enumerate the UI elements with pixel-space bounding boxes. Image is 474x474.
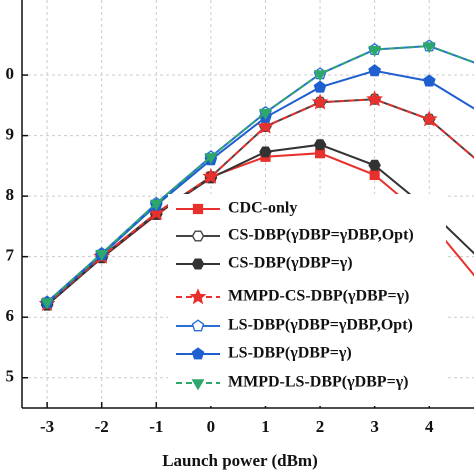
- legend-label: CDC-only: [228, 200, 297, 217]
- y-tick-label: 7: [6, 246, 15, 265]
- legend-label: MMPD-CS-DBP(γDBP=γ): [228, 288, 409, 305]
- series-line: [46, 44, 474, 303]
- data-point: [420, 110, 438, 127]
- y-tick-label: 9: [6, 125, 15, 144]
- legend-marker: [191, 379, 205, 391]
- data-point: [313, 139, 327, 151]
- data-point: [257, 117, 274, 134]
- legend-marker: [191, 258, 205, 270]
- data-point: [40, 298, 54, 310]
- data-point: [313, 70, 327, 82]
- plot-area: [38, 39, 474, 311]
- legend-label: CS-DBP(γDBP=γDBP,Opt): [228, 227, 414, 244]
- data-point: [369, 169, 380, 181]
- x-tick-label: -2: [95, 417, 109, 436]
- y-tick-label: 0: [6, 64, 15, 83]
- x-tick-label: 0: [207, 417, 216, 436]
- legend-label: LS-DBP(γDBP=γDBP,Opt): [228, 317, 413, 334]
- legend-marker: [191, 319, 205, 332]
- legend-label: LS-DBP(γDBP=γ): [228, 345, 352, 362]
- y-tick-label: 8: [6, 185, 15, 204]
- legend-marker: [191, 347, 205, 360]
- legend-label: CS-DBP(γDBP=γ): [228, 255, 353, 272]
- data-point: [259, 108, 272, 120]
- data-point: [259, 146, 272, 158]
- x-axis-label: Launch power (dBm): [162, 451, 318, 470]
- ticks: 5 6 7 8 9 0 -3 -2 -1 0 1 2 3 4: [6, 64, 434, 436]
- x-tick-label: -3: [40, 417, 54, 436]
- legend-marker: [192, 203, 204, 215]
- x-tick-label: 3: [370, 417, 379, 436]
- legend-marker: [189, 288, 207, 305]
- data-point: [202, 167, 220, 184]
- data-point: [315, 148, 326, 159]
- data-point: [368, 64, 382, 77]
- y-tick-label: 6: [6, 306, 15, 325]
- legend-marker: [191, 230, 205, 242]
- data-point: [313, 80, 327, 93]
- legend-label: MMPD-LS-DBP(γDBP=γ): [228, 374, 409, 391]
- data-point: [368, 45, 382, 58]
- legend: CDC-only CS-DBP(γDBP=γDBP,Opt) CS-DBP(γDBP…: [176, 200, 414, 391]
- y-tick-label: 5: [6, 367, 15, 386]
- x-tick-label: -1: [149, 417, 163, 436]
- data-point: [149, 199, 163, 211]
- data-point: [422, 74, 436, 87]
- x-tick-label: 4: [425, 417, 434, 436]
- data-point: [95, 249, 109, 261]
- data-point: [311, 93, 329, 110]
- data-point: [422, 42, 436, 54]
- x-tick-label: 1: [261, 417, 270, 436]
- x-tick-label: 2: [316, 417, 325, 436]
- data-point: [368, 159, 381, 171]
- legend-box: [168, 194, 446, 406]
- data-point: [366, 90, 384, 107]
- data-point: [204, 153, 218, 165]
